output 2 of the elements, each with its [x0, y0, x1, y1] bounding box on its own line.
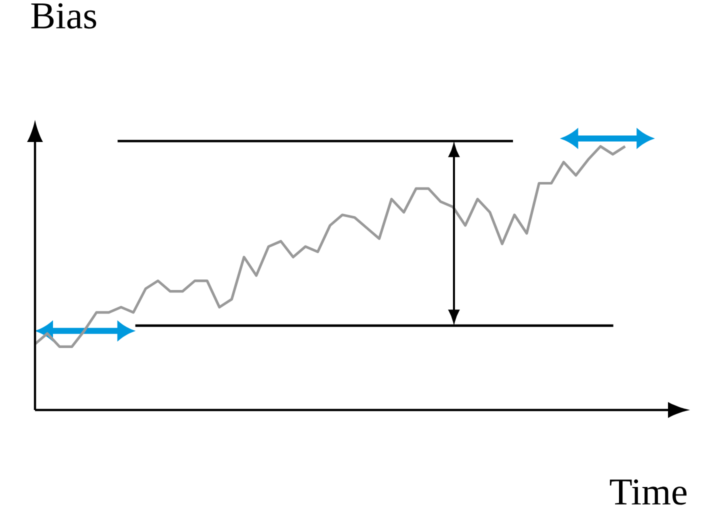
y-axis-title: Bias: [31, 3, 96, 29]
x-axis-title: Time: [610, 479, 687, 505]
